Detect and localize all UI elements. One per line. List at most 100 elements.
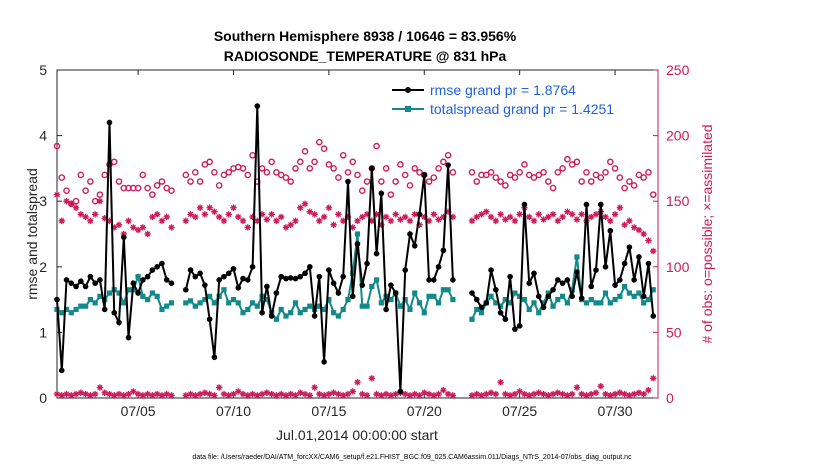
obs-possible-marker	[306, 165, 314, 172]
totalspread-point	[106, 290, 113, 296]
rmse-point	[273, 290, 280, 296]
rmse-point	[612, 282, 618, 288]
obs-assimilated-marker	[158, 217, 166, 225]
totalspread-point	[588, 297, 594, 303]
obs-assimilated-marker	[254, 217, 261, 225]
obs-possible-marker	[530, 174, 538, 181]
obs-rejected-marker	[316, 390, 323, 398]
totalspread-point	[121, 300, 127, 306]
obs-rejected-marker	[215, 384, 223, 391]
rmse-point	[97, 277, 103, 283]
legend-rmse-label: rmse grand pr = 1.8764	[430, 82, 576, 98]
rmse-point	[135, 290, 141, 296]
obs-possible-marker	[139, 171, 147, 179]
obs-assimilated-marker	[263, 216, 271, 223]
totalspread-point	[197, 300, 203, 306]
rmse-point	[378, 190, 385, 197]
obs-rejected-marker	[430, 392, 438, 399]
obs-rejected-marker	[206, 390, 213, 398]
rmse-point	[354, 241, 361, 247]
totalspread-point	[78, 303, 84, 309]
obs-possible-marker	[287, 178, 295, 185]
obs-rejected-marker	[440, 386, 447, 394]
obs-possible-marker	[521, 161, 528, 168]
rmse-point	[264, 283, 270, 290]
obs-possible-marker	[339, 151, 347, 159]
obs-possible-marker	[492, 174, 500, 181]
obs-possible-marker	[568, 161, 576, 168]
totalspread-point	[326, 297, 332, 303]
obs-rejected-marker	[516, 388, 523, 395]
rmse-point	[316, 273, 323, 280]
rmse-point	[564, 277, 571, 283]
obs-rejected-marker	[225, 392, 232, 399]
x-tick-label: 07/15	[311, 403, 346, 419]
totalspread-point	[202, 297, 208, 303]
obs-assimilated-marker	[87, 217, 94, 225]
rmse-point	[502, 316, 509, 323]
obs-possible-marker	[506, 171, 514, 179]
obs-rejected-marker	[635, 389, 643, 396]
obs-possible-marker	[82, 187, 89, 195]
obs-possible-marker	[292, 165, 299, 172]
obs-rejected-marker	[168, 392, 175, 399]
legend: rmse grand pr = 1.8764 totalspread grand…	[392, 82, 614, 117]
totalspread-point	[316, 303, 322, 309]
obs-assimilated-marker	[301, 200, 309, 208]
obs-rejected-marker	[263, 389, 271, 396]
totalspread-point	[364, 303, 370, 309]
obs-possible-marker	[96, 191, 104, 198]
obs-assimilated-marker	[330, 221, 337, 229]
obs-assimilated-marker	[363, 211, 371, 218]
obs-possible-marker	[401, 171, 409, 179]
totalspread-point	[536, 310, 542, 316]
obs-rejected-marker	[130, 388, 137, 395]
rmse-point	[82, 283, 89, 290]
obs-assimilated-marker	[316, 217, 323, 225]
obs-possible-marker	[549, 184, 557, 192]
totalspread-point	[164, 303, 170, 309]
obs-possible-marker	[354, 171, 361, 179]
rmse-point	[340, 273, 346, 280]
rmse-point	[473, 296, 480, 303]
obs-assimilated-marker	[344, 213, 352, 221]
obs-rejected-marker	[425, 390, 433, 398]
totalspread-point	[307, 303, 313, 309]
obs-assimilated-marker	[125, 217, 132, 225]
totalspread-point	[273, 316, 280, 322]
obs-possible-marker	[597, 174, 605, 181]
obs-rejected-marker	[139, 392, 147, 399]
obs-possible-marker	[268, 158, 275, 166]
rmse-point	[493, 286, 499, 293]
totalspread-point	[254, 303, 260, 309]
rmse-point	[574, 269, 580, 275]
obs-assimilated-marker	[578, 211, 585, 218]
rmse-point	[240, 275, 246, 282]
obs-possible-marker	[201, 161, 209, 168]
rmse-point	[211, 354, 218, 361]
obs-possible-marker	[525, 171, 533, 179]
obs-possible-marker	[554, 169, 562, 176]
obs-possible-marker	[411, 165, 419, 172]
obs-rejected-marker	[149, 392, 156, 399]
obs-rejected-marker	[382, 390, 390, 398]
obs-possible-marker	[273, 169, 280, 176]
obs-assimilated-marker	[411, 211, 418, 218]
obs-assimilated-marker	[239, 217, 247, 225]
obs-assimilated-marker	[564, 208, 571, 215]
obs-assimilated-marker	[416, 221, 423, 229]
totalspread-point	[207, 293, 213, 299]
obs-possible-marker	[616, 174, 624, 181]
chart-title: Southern Hemisphere 8938 / 10646 = 83.95…	[214, 28, 517, 44]
obs-rejected-marker	[273, 392, 280, 399]
rmse-point	[278, 273, 284, 280]
obs-possible-marker	[482, 171, 490, 179]
obs-assimilated-marker	[626, 217, 633, 225]
totalspread-point	[159, 306, 165, 313]
obs-assimilated-marker	[554, 217, 562, 225]
obs-assimilated-marker	[468, 217, 476, 225]
totalspread-point	[445, 287, 451, 293]
obs-rejected-marker	[235, 388, 242, 395]
obs-possible-marker	[187, 178, 194, 185]
obs-assimilated-marker	[650, 247, 657, 255]
